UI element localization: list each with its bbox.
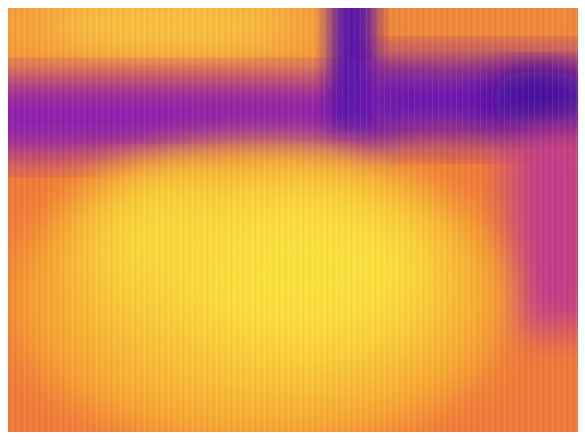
thermal-image: [8, 8, 578, 432]
thermal-field: [8, 8, 578, 432]
sensor-stripes: [8, 8, 578, 432]
page: (() => { const data = JSON.parse(documen…: [8, 8, 578, 432]
